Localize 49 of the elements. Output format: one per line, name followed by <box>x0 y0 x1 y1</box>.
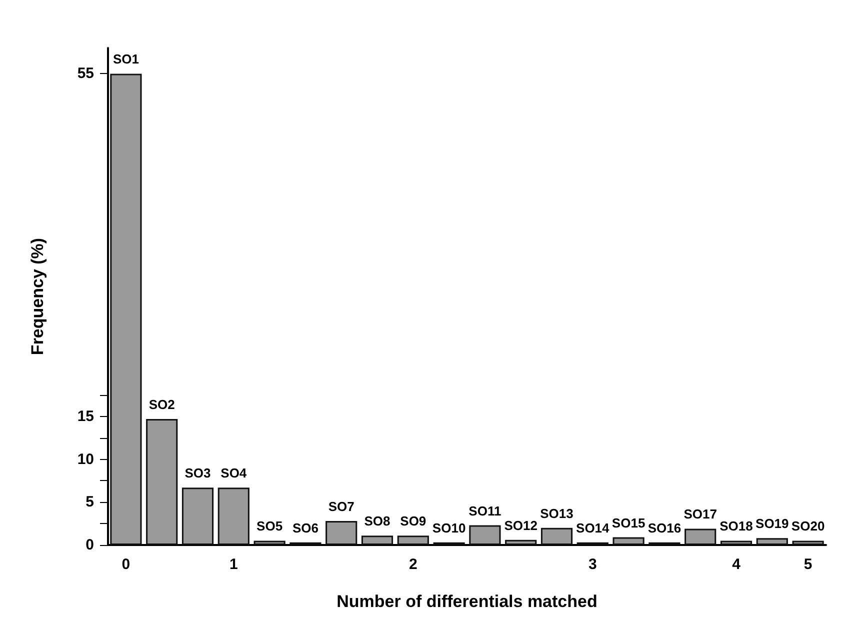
data-label: SO9 <box>400 514 426 529</box>
y-tick-label: 10 <box>77 450 94 468</box>
data-label: SO7 <box>328 499 354 514</box>
data-label: SO6 <box>292 520 318 536</box>
bar <box>361 536 394 545</box>
data-label: SO8 <box>364 514 390 529</box>
data-label: SO11 <box>468 503 502 518</box>
x-tick-label: 3 <box>588 556 597 573</box>
data-label: SO13 <box>540 506 574 521</box>
bar <box>684 528 716 545</box>
bar <box>612 537 644 545</box>
x-axis-title: Number of differentials matched <box>336 592 598 611</box>
bar <box>720 540 752 545</box>
data-label: SO5 <box>256 518 283 534</box>
data-label: SO12 <box>504 518 538 533</box>
data-label: SO2 <box>148 397 175 412</box>
bar <box>540 528 573 545</box>
bar <box>182 488 214 545</box>
data-label: SO4 <box>220 466 248 481</box>
data-label: SO1 <box>112 52 139 67</box>
bar <box>146 419 178 545</box>
x-tick-label: 0 <box>122 556 130 573</box>
bar <box>254 540 286 545</box>
x-tick-label: 4 <box>732 556 742 573</box>
bar <box>110 74 142 545</box>
bar <box>756 538 788 545</box>
x-tick-label: 5 <box>804 556 812 573</box>
data-label: SO17 <box>684 506 717 522</box>
bar <box>218 488 250 545</box>
data-label: SO20 <box>791 518 825 534</box>
y-tick-label: 5 <box>86 494 94 511</box>
y-tick-label: 15 <box>77 408 94 425</box>
data-label: SO14 <box>576 520 610 536</box>
y-tick-label: 55 <box>77 65 94 82</box>
y-tick-label: 0 <box>86 536 94 554</box>
bar <box>326 521 358 545</box>
data-label: SO15 <box>612 515 646 530</box>
data-label: SO16 <box>648 520 682 536</box>
bar <box>792 540 824 545</box>
data-label: SO10 <box>432 520 466 536</box>
bar <box>397 536 429 545</box>
data-label: SO3 <box>184 466 211 481</box>
x-tick-label: 2 <box>408 556 418 573</box>
x-tick-label: 1 <box>229 556 238 573</box>
bar <box>505 540 537 545</box>
bar <box>469 525 501 545</box>
data-label: SO18 <box>720 518 753 534</box>
y-axis-title: Frequency (%) <box>28 238 47 356</box>
data-label: SO19 <box>756 516 789 532</box>
